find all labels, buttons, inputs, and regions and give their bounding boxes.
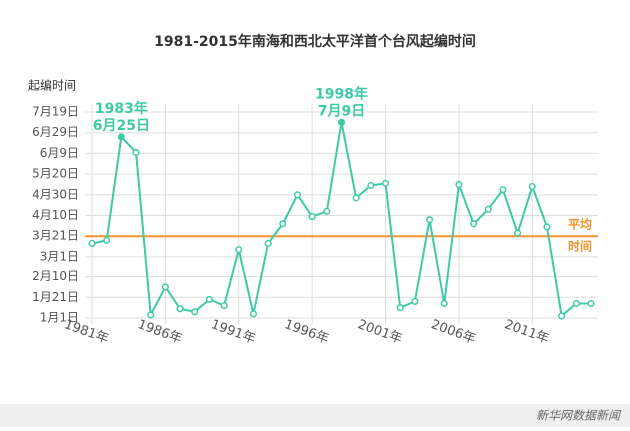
point xyxy=(264,239,272,248)
x-tick-label: 2006年 xyxy=(429,317,477,347)
y-axis-title: 起编时间 xyxy=(28,78,76,93)
x-tick-label: 1996年 xyxy=(282,317,330,347)
point xyxy=(103,236,111,244)
average-label: 时间 xyxy=(568,239,592,254)
point xyxy=(308,213,316,221)
point xyxy=(396,304,404,312)
y-tick-label: 7月19日 xyxy=(32,105,79,119)
point xyxy=(235,246,243,254)
point xyxy=(352,194,360,202)
chart-title: 1981-2015年南海和西北太平洋首个台风起编时间 xyxy=(154,33,476,50)
point xyxy=(337,118,346,126)
annotation: 1983年 xyxy=(95,100,148,117)
x-tick-label: 1986年 xyxy=(136,317,184,347)
average-label: 平均 xyxy=(568,217,592,232)
point xyxy=(367,181,375,190)
point xyxy=(191,308,199,316)
point xyxy=(279,220,287,228)
point xyxy=(132,148,140,156)
x-tick-label: 1991年 xyxy=(209,317,257,347)
x-tick-label: 1981年 xyxy=(62,317,110,347)
point xyxy=(499,186,507,194)
point xyxy=(176,305,184,313)
y-tick-label: 5月20日 xyxy=(32,167,79,181)
y-tick-label: 4月10日 xyxy=(32,208,79,222)
y-tick-label: 6月29日 xyxy=(32,125,79,139)
point xyxy=(572,299,580,308)
point xyxy=(440,299,448,308)
footer: 新华网数据新闻 xyxy=(536,409,622,423)
point xyxy=(484,205,492,213)
point xyxy=(587,299,595,308)
y-tick-label: 1月1日 xyxy=(40,311,79,325)
point xyxy=(205,295,213,303)
point xyxy=(411,297,419,305)
x-tick-label: 2011年 xyxy=(502,317,550,347)
point xyxy=(249,310,257,318)
point xyxy=(117,133,125,141)
point xyxy=(88,239,96,248)
point xyxy=(147,311,155,319)
point xyxy=(323,207,331,215)
point xyxy=(558,312,566,320)
point xyxy=(293,191,302,199)
point xyxy=(161,283,169,291)
y-tick-label: 6月9日 xyxy=(40,146,79,160)
point xyxy=(381,179,390,187)
y-tick-label: 1月21日 xyxy=(32,290,79,304)
y-tick-label: 3月1日 xyxy=(40,249,79,263)
point xyxy=(470,220,478,228)
point xyxy=(220,302,228,310)
point xyxy=(514,229,522,237)
point xyxy=(528,182,536,191)
x-tick-label: 2001年 xyxy=(356,317,404,347)
y-tick-label: 4月30日 xyxy=(32,187,79,201)
y-tick-label: 3月21日 xyxy=(32,229,79,243)
annotation: 7月9日 xyxy=(318,103,365,119)
footer-band xyxy=(0,404,630,427)
y-tick-label: 2月10日 xyxy=(32,269,79,283)
point xyxy=(426,216,434,224)
annotation: 6月25日 xyxy=(93,118,150,134)
point xyxy=(455,180,463,189)
point xyxy=(543,223,551,231)
annotation: 1998年 xyxy=(315,85,368,102)
